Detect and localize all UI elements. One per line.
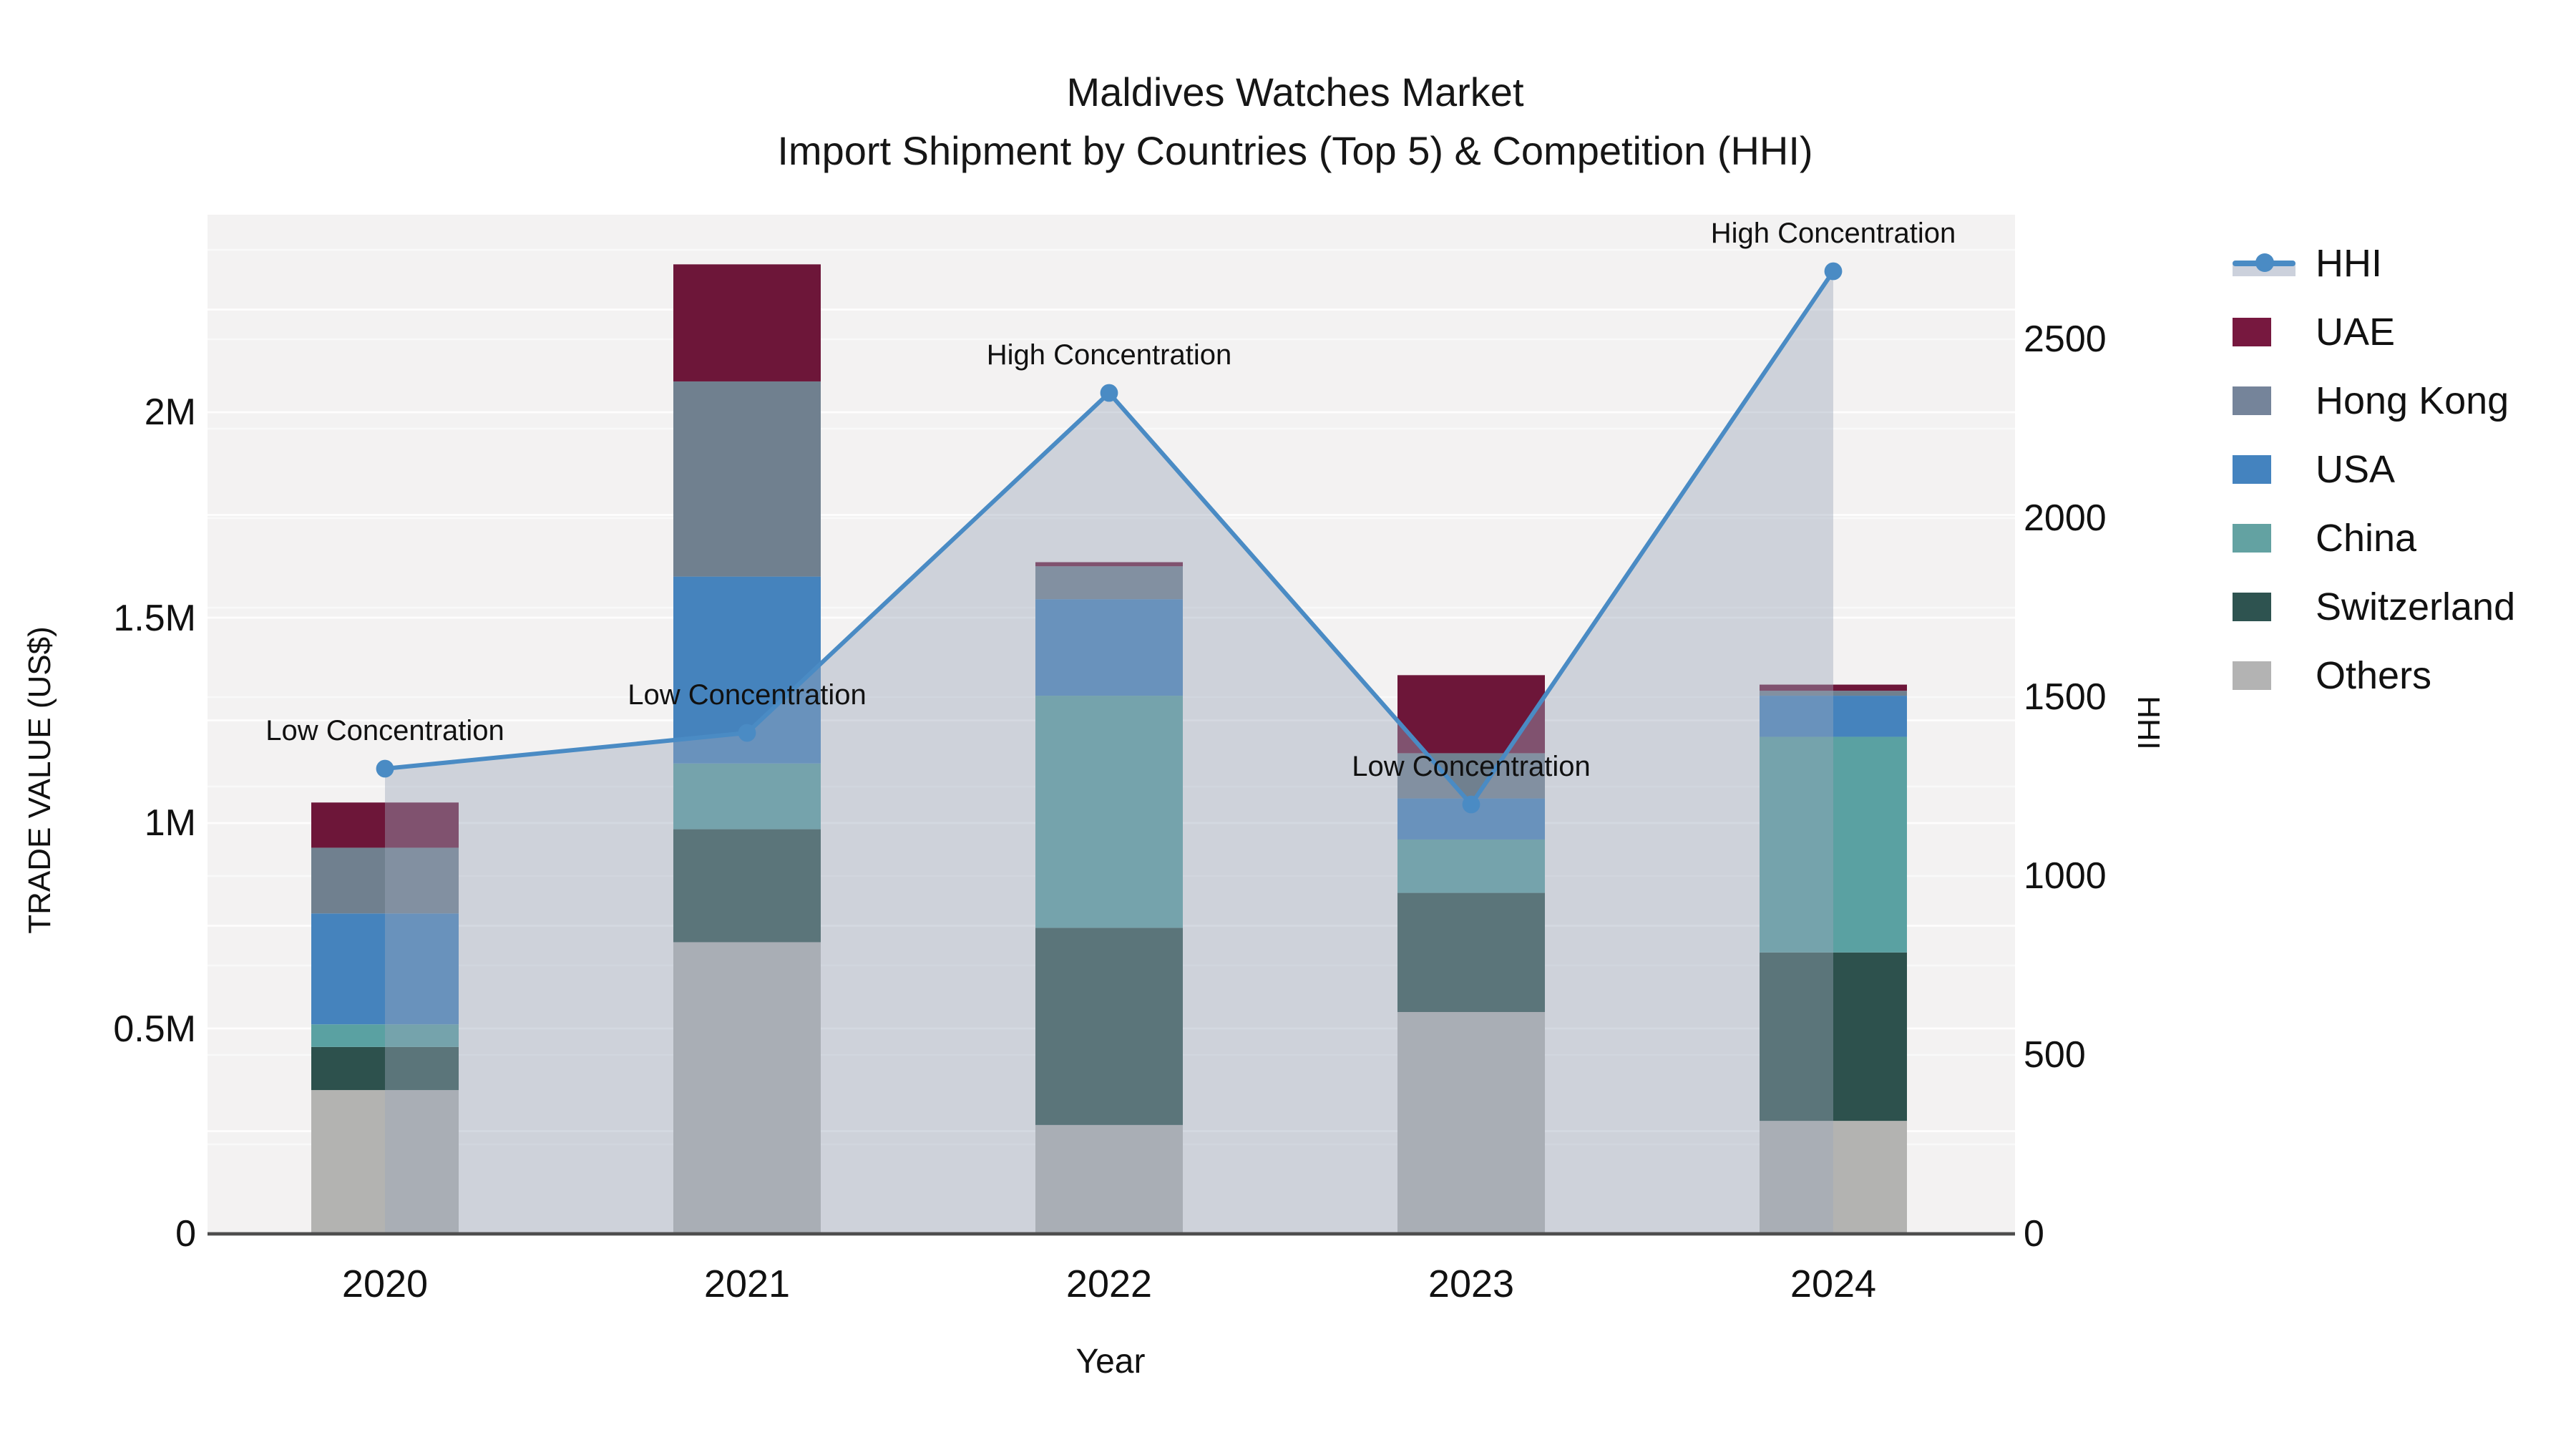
legend-item-others[interactable]: Others [2233, 641, 2515, 710]
bar-segment-hong-kong [1760, 691, 1907, 696]
y-tick-left-1M: 1M [144, 801, 196, 844]
x-tick-2023: 2023 [1428, 1262, 1515, 1305]
y-tick-right-1000: 1000 [2024, 854, 2107, 897]
y-tick-left-0: 0 [175, 1212, 196, 1255]
y-tick-right-2000: 2000 [2024, 496, 2107, 539]
bar-group-2023 [1397, 675, 1545, 1234]
legend: HHI UAE Hong Kong USA China Switzerland Others [2233, 229, 2515, 710]
bar-group-2020 [311, 802, 459, 1234]
stacked-bars [311, 264, 1907, 1234]
legend-swatch-icon [2233, 386, 2298, 415]
x-tick-2021: 2021 [703, 1262, 791, 1305]
bar-segment-china [673, 763, 821, 829]
y-tick-left-1.5M: 1.5M [113, 595, 196, 638]
annotation-2020: Low Concentration [265, 715, 504, 746]
legend-item-china[interactable]: China [2233, 504, 2515, 573]
x-tick-2022: 2022 [1065, 1262, 1153, 1305]
bar-segment-hong-kong [311, 847, 459, 914]
bar-group-2024 [1760, 684, 1907, 1234]
chart-title: Maldives Watches Market Import Shipment … [0, 63, 2576, 180]
bar-segment-switzerland [1035, 928, 1183, 1125]
annotation-2022: High Concentration [987, 339, 1231, 371]
hhi-marker-2020 [376, 759, 394, 778]
annotation-2021: Low Concentration [628, 679, 867, 711]
legend-label: HHI [2316, 241, 2382, 284]
chart-title-line2: Import Shipment by Countries (Top 5) & C… [777, 129, 1813, 173]
legend-label: China [2316, 516, 2417, 559]
legend-item-hhi[interactable]: HHI [2233, 229, 2515, 298]
bar-segment-uae [1397, 675, 1545, 754]
bar-segment-hong-kong [1397, 753, 1545, 799]
bar-segment-china [1760, 736, 1907, 953]
bar-segment-hong-kong [673, 381, 821, 577]
bar-segment-uae [311, 802, 459, 848]
legend-label: Hong Kong [2316, 379, 2509, 422]
annotation-2024: High Concentration [1711, 218, 1956, 249]
y-tick-left-0.5M: 0.5M [113, 1006, 196, 1049]
legend-label: Switzerland [2316, 585, 2516, 628]
hhi-marker-2024 [1824, 262, 1843, 281]
legend-item-hong-kong[interactable]: Hong Kong [2233, 366, 2515, 435]
bar-segment-hong-kong [1035, 566, 1183, 600]
y-axis-title-right: HHI [2131, 696, 2167, 750]
legend-item-uae[interactable]: UAE [2233, 298, 2515, 366]
hhi-marker-2021 [738, 724, 756, 742]
bar-segment-usa [311, 913, 459, 1025]
x-tick-2024: 2024 [1790, 1262, 1877, 1305]
chart-title-line1: Maldives Watches Market [1066, 70, 1524, 115]
legend-swatch-icon [2233, 524, 2298, 553]
y-tick-right-500: 500 [2024, 1033, 2086, 1076]
legend-item-usa[interactable]: USA [2233, 435, 2515, 504]
legend-swatch-icon [2233, 661, 2298, 690]
bar-segment-uae [673, 264, 821, 381]
bar-segment-switzerland [673, 829, 821, 943]
bar-segment-others [1760, 1121, 1907, 1234]
bar-segment-china [1035, 696, 1183, 928]
bar-segment-switzerland [1397, 892, 1545, 1013]
bar-segment-others [1035, 1124, 1183, 1234]
hhi-marker-2023 [1462, 795, 1480, 814]
legend-swatch-icon [2233, 318, 2298, 346]
y-tick-right-1500: 1500 [2024, 675, 2107, 718]
bar-segment-others [673, 942, 821, 1234]
bar-segment-uae [1035, 562, 1183, 567]
bar-segment-china [311, 1024, 459, 1047]
bar-group-2022 [1035, 562, 1183, 1234]
legend-label: USA [2316, 447, 2396, 490]
legend-swatch-icon [2233, 593, 2298, 621]
legend-label: UAE [2316, 310, 2396, 353]
bar-segment-others [1397, 1012, 1545, 1234]
annotation-2023: Low Concentration [1352, 751, 1591, 782]
bar-segment-usa [1035, 599, 1183, 696]
bar-segment-usa [1760, 696, 1907, 737]
bar-segment-china [1397, 839, 1545, 893]
y-axis-title-left: TRADE VALUE (US$) [21, 626, 57, 934]
bar-segment-uae [1760, 684, 1907, 691]
y-tick-right-2500: 2500 [2024, 317, 2107, 360]
bar-segment-others [311, 1090, 459, 1234]
y-tick-right-0: 0 [2024, 1212, 2044, 1255]
y-tick-left-2M: 2M [144, 390, 196, 433]
bar-segment-switzerland [311, 1046, 459, 1091]
legend-label: Others [2316, 653, 2432, 696]
x-axis-title: Year [1075, 1343, 1146, 1381]
legend-swatch-icon [2233, 455, 2298, 484]
x-tick-2020: 2020 [341, 1262, 429, 1305]
bar-group-2021 [673, 264, 821, 1234]
bar-segment-switzerland [1760, 952, 1907, 1121]
legend-hhi-line-icon [2233, 248, 2298, 279]
hhi-area [385, 271, 1833, 1234]
legend-item-switzerland[interactable]: Switzerland [2233, 573, 2515, 641]
hhi-marker-2022 [1100, 384, 1118, 402]
